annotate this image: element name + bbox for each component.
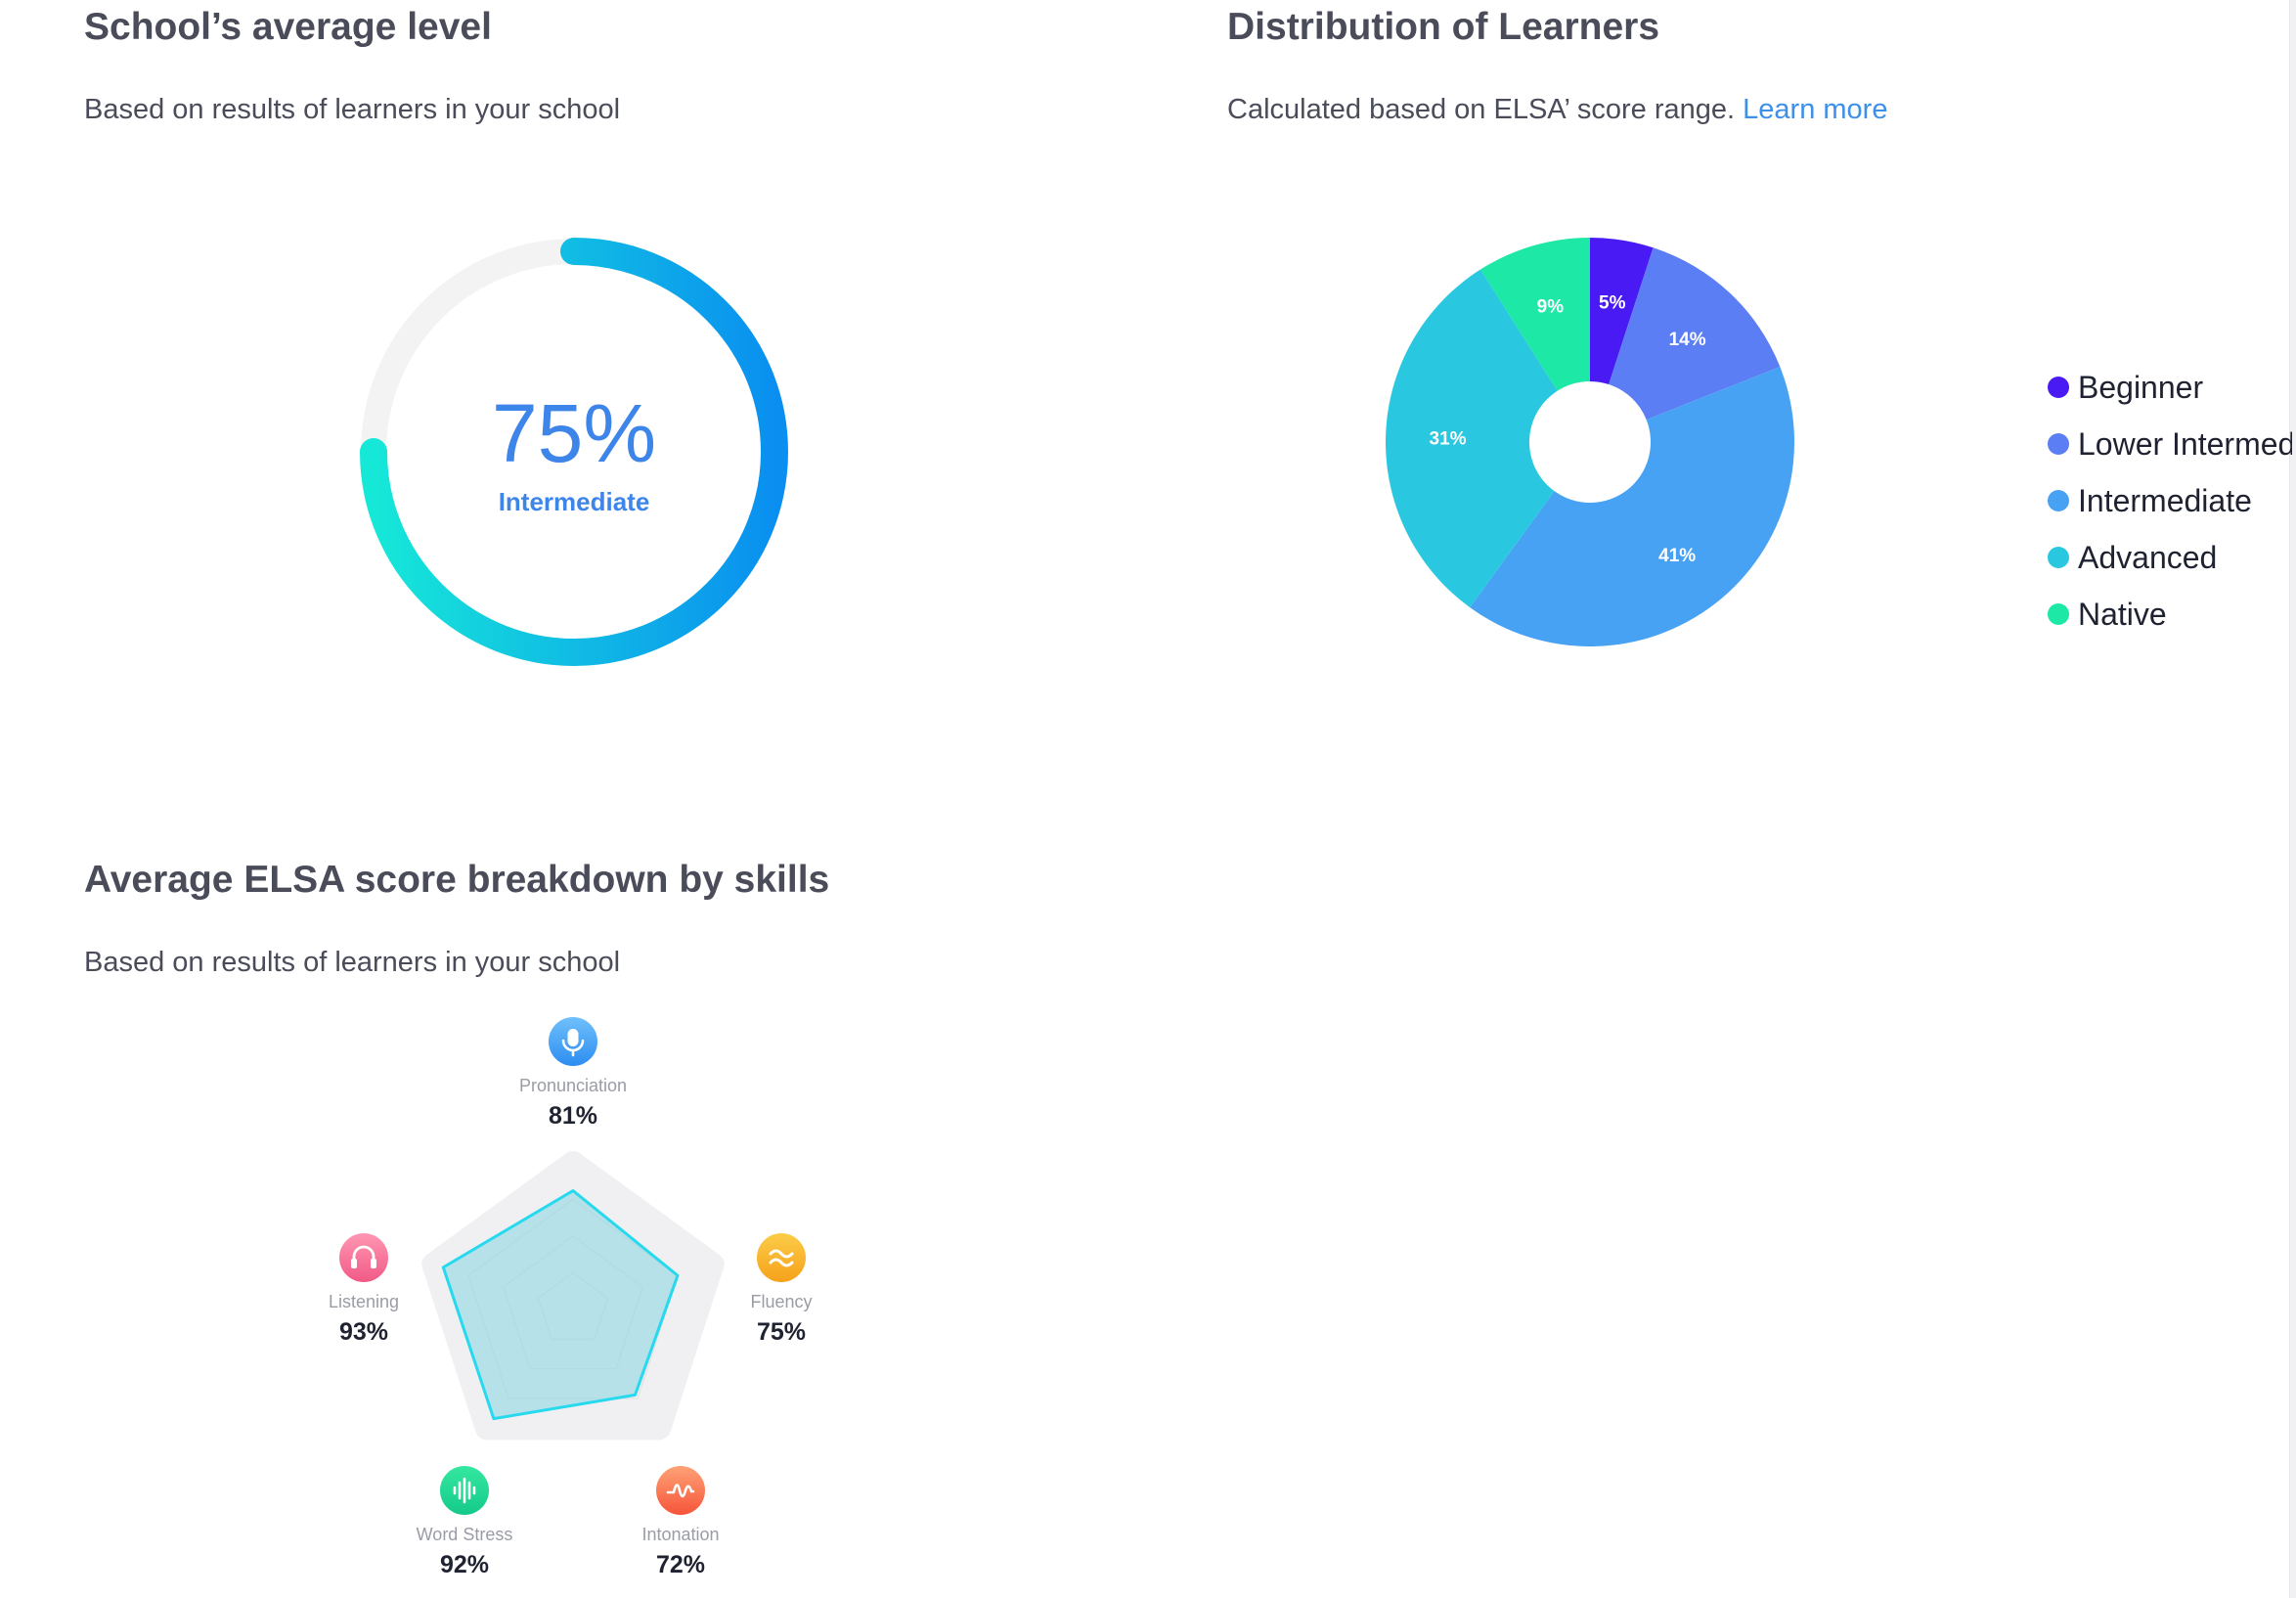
pie-slice-label: 14%	[1669, 330, 1706, 350]
legend-dot	[2048, 547, 2069, 568]
skill-label: Intonation	[641, 1525, 719, 1544]
legend-label: Native	[2078, 596, 2167, 632]
skill-label: Listening	[329, 1292, 399, 1311]
radar-score-area	[441, 1189, 680, 1421]
skill-score: 93%	[339, 1318, 388, 1346]
skill-score: 75%	[757, 1318, 806, 1346]
pie-slice-native[interactable]	[1480, 238, 1590, 391]
skill-label: Fluency	[750, 1292, 812, 1311]
skill-listening: Listening 93%	[329, 1233, 399, 1346]
legend-dot	[2048, 433, 2069, 455]
intonation-wave-icon	[656, 1466, 705, 1515]
pie-slice-label: 5%	[1599, 292, 1626, 313]
pie-slice-advanced[interactable]	[1386, 269, 1558, 608]
pie-slice-beginner[interactable]	[1590, 238, 1654, 385]
pie-slice-label: 41%	[1658, 546, 1696, 566]
legend-label: Lower Intermed	[2078, 425, 2292, 462]
gauge-progress-arc	[360, 238, 788, 666]
skills-subtitle: Based on results of learners in your sch…	[84, 947, 621, 978]
legend-label: Advanced	[2078, 539, 2218, 575]
distribution-subtitle-text: Calculated based on ELSA’ score range.	[1227, 94, 1736, 125]
pie-slice-intermediate[interactable]	[1470, 367, 1794, 646]
average-level-title: School’s average level	[84, 6, 492, 48]
pie-slice-lower-intermed[interactable]	[1609, 247, 1781, 421]
skills-radar-chart: Pronunciation 81% Fluency 75% Intonation…	[329, 1017, 813, 1578]
distribution-pie-chart: 5% 14% 41% 31% 9%	[1386, 238, 1794, 646]
legend-item-native[interactable]: Native	[2048, 586, 2292, 643]
legend-item-intermediate[interactable]: Intermediate	[2048, 472, 2292, 529]
average-level-subtitle: Based on results of learners in your sch…	[84, 94, 621, 125]
word-stress-bars-icon	[440, 1466, 489, 1515]
legend-dot	[2048, 490, 2069, 511]
skills-title: Average ELSA score breakdown by skills	[84, 859, 830, 901]
skill-score: 72%	[656, 1551, 705, 1578]
distribution-subtitle: Calculated based on ELSA’ score range. L…	[1227, 94, 1887, 126]
legend-label: Intermediate	[2078, 482, 2252, 518]
skill-score: 92%	[440, 1551, 489, 1578]
skill-word-stress: Word Stress 92%	[417, 1466, 513, 1578]
average-level-label: Intermediate	[499, 487, 650, 516]
skill-score: 81%	[549, 1102, 597, 1130]
microphone-icon	[549, 1017, 597, 1066]
legend-dot	[2048, 377, 2069, 398]
skill-label: Word Stress	[417, 1525, 513, 1544]
learn-more-link[interactable]: Learn more	[1743, 94, 1888, 125]
legend-dot	[2048, 603, 2069, 625]
page-scrollbar[interactable]	[2289, 0, 2296, 1598]
distribution-title: Distribution of Learners	[1227, 6, 1660, 48]
pie-slice-label: 9%	[1537, 296, 1565, 317]
average-level-gauge: 75% Intermediate	[360, 238, 788, 666]
legend-item-beginner[interactable]: Beginner	[2048, 359, 2292, 416]
distribution-legend: Beginner Lower Intermed Intermediate Adv…	[2048, 359, 2292, 643]
average-level-percent: 75%	[492, 387, 656, 479]
legend-label: Beginner	[2078, 369, 2204, 405]
skill-pronunciation: Pronunciation 81%	[519, 1017, 627, 1130]
legend-item-advanced[interactable]: Advanced	[2048, 529, 2292, 586]
skill-fluency: Fluency 75%	[750, 1233, 813, 1346]
skill-label: Pronunciation	[519, 1076, 627, 1095]
skill-intonation: Intonation 72%	[641, 1466, 720, 1578]
fluency-waves-icon	[757, 1233, 806, 1282]
legend-item-lower-intermediate[interactable]: Lower Intermed	[2048, 416, 2292, 472]
pie-slice-label: 31%	[1430, 428, 1467, 449]
headphones-icon	[339, 1233, 388, 1282]
